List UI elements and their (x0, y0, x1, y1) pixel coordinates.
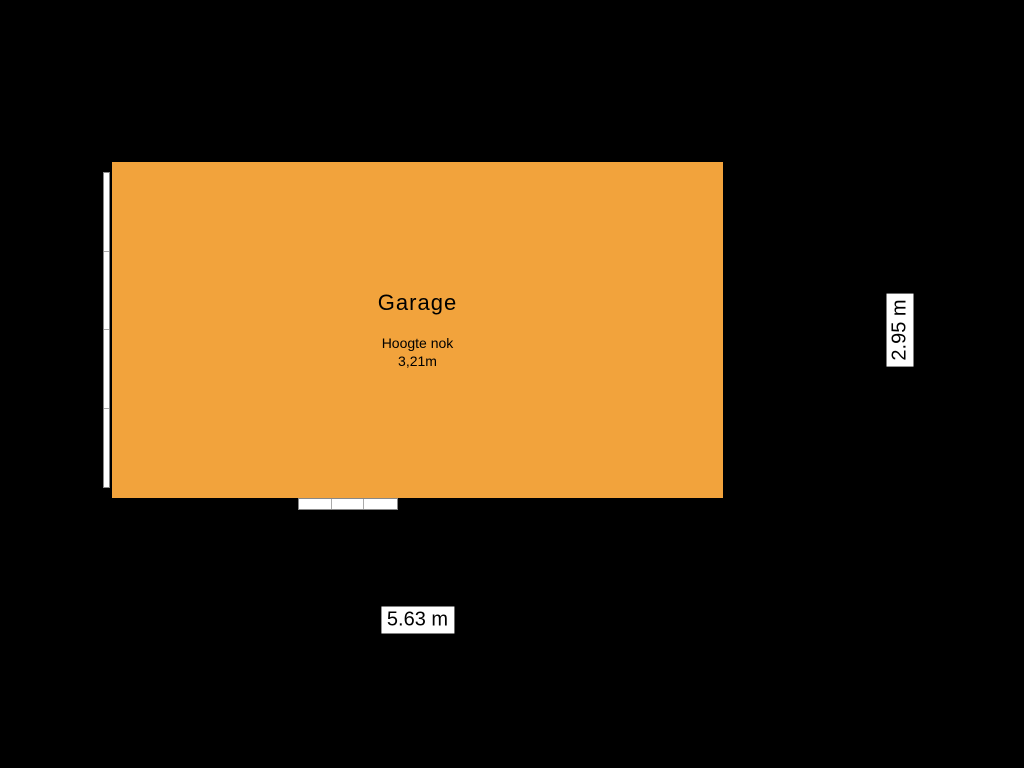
floorplan-canvas: Garage Hoogte nok 3,21m 5.63 m 2.95 m (0, 0, 1024, 768)
dimension-width-label: 5.63 m (381, 607, 454, 634)
garage-door-left (103, 172, 110, 488)
garage-room: Garage Hoogte nok 3,21m (110, 160, 725, 500)
room-subtitle-line1: Hoogte nok (112, 334, 723, 352)
door-bottom (298, 498, 398, 510)
room-subtitle-line2: 3,21m (112, 352, 723, 370)
room-label-block: Garage Hoogte nok 3,21m (112, 290, 723, 370)
room-title: Garage (112, 290, 723, 316)
room-subtitle: Hoogte nok 3,21m (112, 334, 723, 370)
dimension-height-label: 2.95 m (887, 293, 914, 366)
